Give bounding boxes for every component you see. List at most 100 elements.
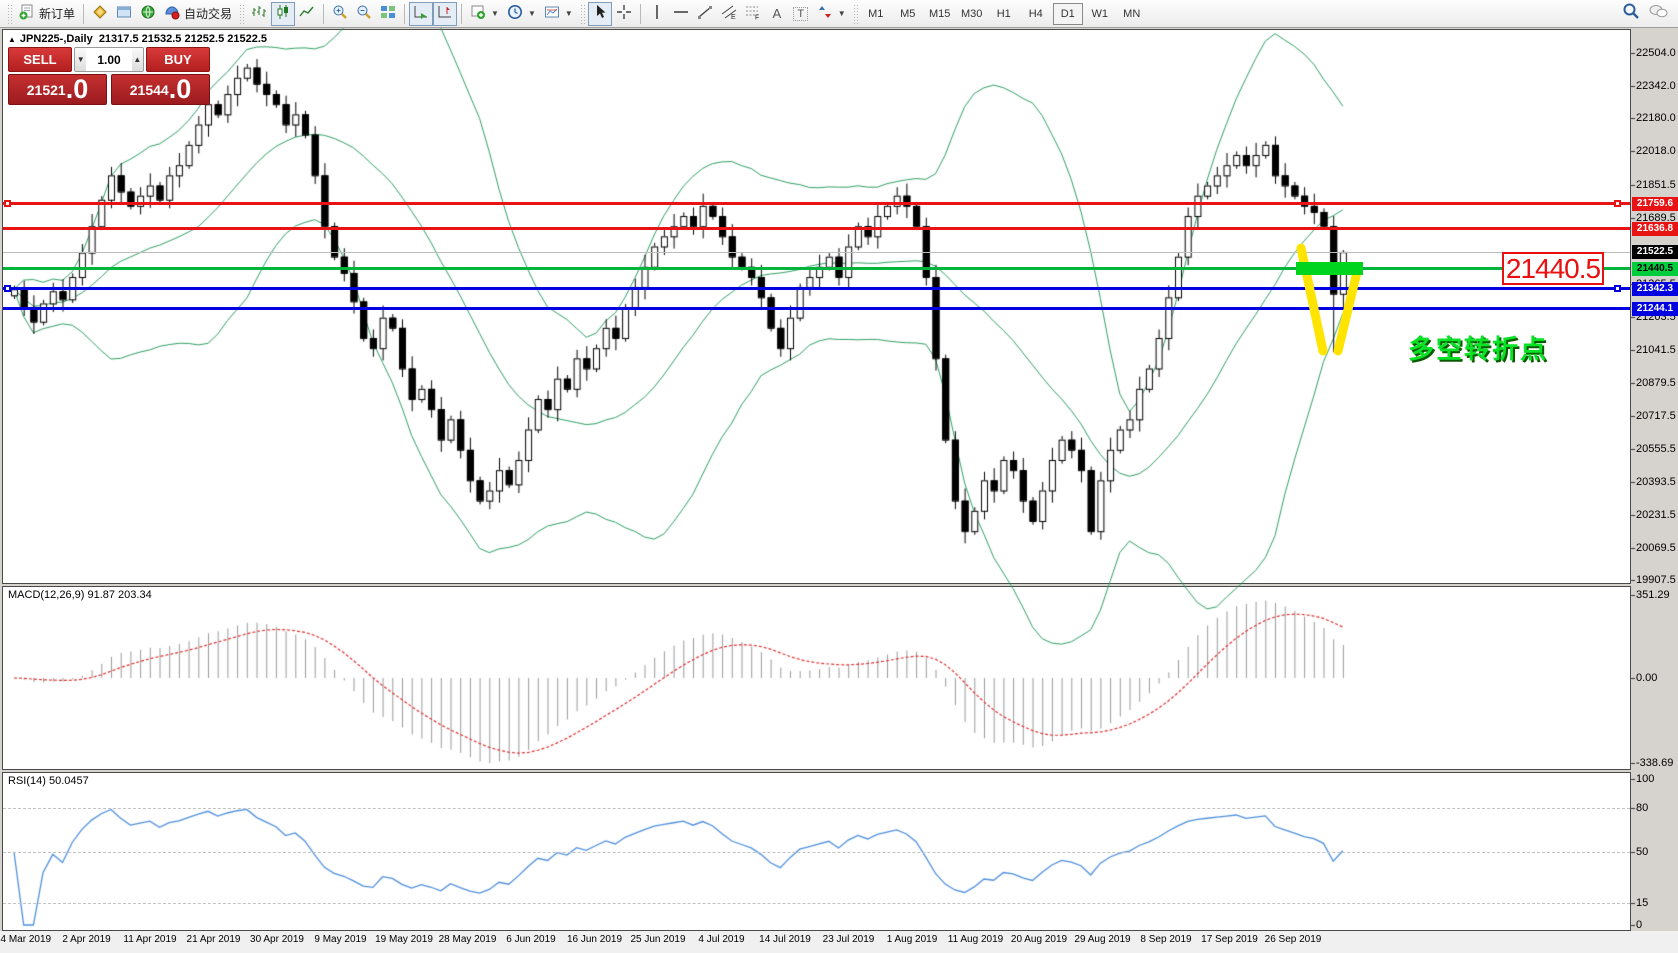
text-label-tool-button[interactable]: T [789, 2, 813, 26]
volume-input[interactable] [86, 48, 132, 71]
date-label: 6 Jun 2019 [506, 934, 556, 945]
line-right-handle[interactable] [1614, 199, 1621, 207]
price-tag-21244.1: 21244.1 [1632, 301, 1678, 316]
toolbar-grip[interactable] [852, 3, 858, 24]
candlestick-chart-button[interactable] [271, 1, 296, 26]
line-left-handle[interactable] [4, 199, 11, 207]
turning-point-note[interactable]: 多空转折点 [1408, 334, 1549, 364]
auto-scroll-button[interactable] [409, 1, 434, 26]
date-label: 30 Apr 2019 [250, 934, 304, 945]
volume-decrease-button[interactable]: ▼ [75, 48, 87, 71]
toolbar-grip[interactable] [579, 3, 585, 24]
autotrading-label: 自动交易 [184, 7, 233, 21]
v-shape-annotation[interactable] [1290, 238, 1370, 363]
channel-tool-button[interactable]: E [717, 2, 741, 26]
crosshair-tool-button[interactable] [612, 2, 636, 26]
equidistant-channel-icon: E [721, 4, 737, 23]
autotrading-button[interactable]: 自动交易 [160, 2, 236, 26]
zoom-in-icon [332, 4, 348, 23]
current-price-line[interactable] [3, 251, 1630, 253]
level-line-21440.5[interactable] [3, 267, 1630, 271]
sell-button[interactable]: SELL [8, 47, 72, 72]
macd-axis-label: 0.00 [1636, 672, 1658, 684]
price-axis-tick: 20717.5 [1636, 409, 1676, 422]
date-label: 9 May 2019 [314, 934, 367, 945]
volume-increase-button[interactable]: ▲ [131, 48, 143, 71]
search-icon[interactable] [1622, 2, 1640, 25]
price-tag-21636.8: 21636.8 [1632, 221, 1678, 236]
fibonacci-tool-button[interactable]: F [741, 2, 765, 26]
svg-text:E: E [731, 14, 736, 20]
date-label: 28 May 2019 [438, 934, 497, 945]
rsi-level-50 [3, 852, 1630, 853]
timeframe-w1[interactable]: W1 [1085, 3, 1115, 25]
diamond-icon-button[interactable] [88, 2, 112, 26]
line-chart-button[interactable] [295, 2, 319, 26]
collapse-triangle-icon[interactable]: ▲ [8, 35, 16, 44]
timeframe-d1[interactable]: D1 [1052, 2, 1083, 25]
line-right-handle[interactable] [1614, 284, 1621, 292]
price-axis-tick: 22504.0 [1636, 46, 1676, 59]
buy-price-display[interactable]: 21544.0 [111, 74, 210, 105]
signal-icon-button[interactable] [136, 2, 160, 26]
templates-button[interactable]: ▼ [540, 2, 577, 26]
chevron-down-icon: ▼ [837, 9, 846, 18]
tile-windows-button[interactable] [376, 2, 400, 26]
cursor-tool-button[interactable] [587, 1, 612, 26]
date-label: 14 Jul 2019 [759, 934, 811, 945]
price-tag-21440.5: 21440.5 [1632, 261, 1678, 276]
toolbar-separator [461, 3, 463, 24]
trendline-tool-button[interactable] [693, 2, 717, 26]
timeframe-m30[interactable]: M30 [957, 3, 987, 25]
level-line-21244.1[interactable] [3, 307, 1630, 311]
date-label: 26 Sep 2019 [1264, 934, 1322, 945]
indicators-button[interactable]: ▼ [466, 2, 503, 26]
toolbar-grip[interactable] [239, 3, 245, 24]
price-callout-21440[interactable]: 21440.5 [1502, 252, 1604, 285]
horizontal-line-tool-button[interactable] [669, 2, 693, 26]
timeframe-m5[interactable]: M5 [893, 3, 923, 25]
chat-icon[interactable] [1648, 2, 1668, 25]
trendline-icon [697, 4, 713, 23]
green-highlight-bar[interactable] [1296, 262, 1363, 275]
toolbar-grip[interactable] [7, 3, 12, 24]
vertical-line-tool-button[interactable] [645, 2, 669, 26]
buy-price-pips: .0 [168, 74, 192, 104]
rsi-axis-label: 100 [1636, 773, 1655, 785]
timeframe-mn[interactable]: MN [1117, 3, 1147, 25]
bar-chart-icon [251, 4, 267, 23]
timeframe-h1[interactable]: H1 [989, 3, 1019, 25]
timeframe-h4[interactable]: H4 [1021, 3, 1051, 25]
level-line-21759.6[interactable] [3, 202, 1630, 206]
new-order-button[interactable]: 新订单 [15, 2, 79, 26]
price-axis-tick: 20069.5 [1636, 541, 1676, 554]
rsi-label: RSI(14) 50.0457 [8, 775, 89, 787]
bar-chart-button[interactable] [247, 2, 271, 26]
buy-button[interactable]: BUY [146, 47, 210, 72]
sell-price-main: 21521 [26, 82, 66, 98]
line-left-handle[interactable] [4, 284, 11, 292]
timeframe-m15[interactable]: M15 [925, 3, 955, 25]
chevron-down-icon: ▼ [564, 9, 573, 18]
level-line-21636.8[interactable] [3, 227, 1630, 231]
date-label: 17 Sep 2019 [1201, 934, 1258, 945]
arrows-tool-button[interactable]: ▼ [813, 2, 850, 26]
level-line-21342.3[interactable] [3, 287, 1630, 291]
svg-text:F: F [755, 15, 759, 21]
one-click-trading-panel: SELL ▼ ▲ BUY 21521.0 21544.0 [8, 47, 210, 105]
zoom-out-button[interactable] [352, 2, 376, 26]
clock-icon [507, 4, 523, 23]
zoom-in-button[interactable] [328, 2, 352, 26]
periods-button[interactable]: ▼ [503, 2, 540, 26]
timeframe-m1[interactable]: M1 [861, 3, 891, 25]
date-label: 24 Mar 2019 [0, 934, 52, 945]
sell-price-display[interactable]: 21521.0 [8, 74, 107, 105]
horizontal-line-icon [673, 4, 689, 23]
ohlc-values: 21317.5 21532.5 21252.5 21522.5 [98, 33, 268, 45]
window-icon-button[interactable] [112, 2, 136, 26]
rsi-level-15 [3, 903, 1630, 905]
text-tool-button[interactable]: A [765, 2, 789, 26]
macd-axis-label: 351.29 [1636, 589, 1670, 601]
chart-shift-button[interactable] [433, 1, 458, 26]
